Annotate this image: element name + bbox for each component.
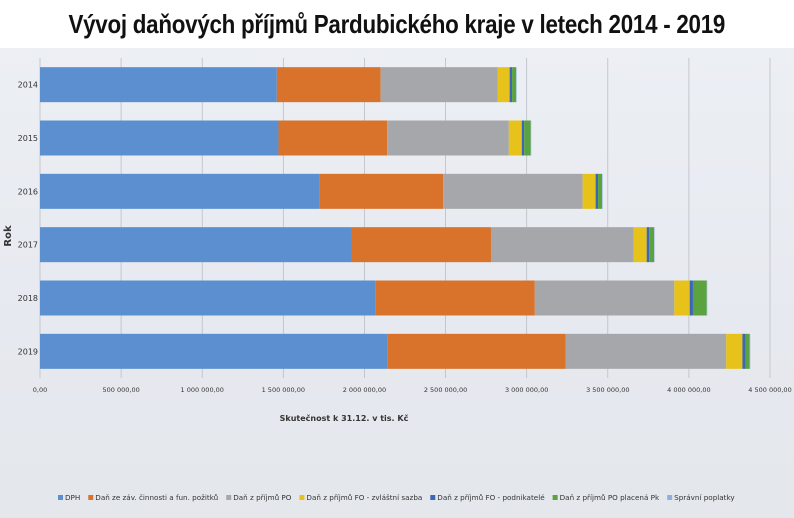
bar-segment <box>40 227 352 263</box>
bar-segment <box>490 227 634 263</box>
y-axis-label: Rok <box>3 225 14 247</box>
bar-segment <box>276 67 381 103</box>
bar-segment <box>692 280 707 316</box>
x-tick-label: 1 000 000,00 <box>181 386 224 394</box>
bar-segment <box>319 173 444 209</box>
legend-swatch <box>552 495 558 500</box>
bar-segment <box>726 333 743 369</box>
bar-segment <box>602 173 603 209</box>
bar-segment <box>706 280 708 316</box>
bars <box>40 67 751 369</box>
bar-segment <box>508 120 522 156</box>
x-tick-label: 3 500 000,00 <box>586 386 629 394</box>
bar-segment <box>674 280 690 316</box>
legend-swatch <box>58 495 63 500</box>
legend: DPH Daň ze záv. činnosti a fun. požitků Da… <box>58 493 735 502</box>
legend-swatch <box>88 495 94 500</box>
bar-segment <box>521 120 525 156</box>
bar-segment <box>351 227 491 263</box>
y-tick-label: 2019 <box>18 347 38 356</box>
x-axis-label: Skutečnost k 31.12. v tis. Kč <box>280 413 409 423</box>
title-bar: Vývoj daňových příjmů Pardubického kraje… <box>0 0 794 48</box>
bar-segment <box>742 333 746 369</box>
bar-segment <box>649 227 655 263</box>
bar-segment <box>40 333 388 369</box>
x-tick-label: 4 000 000,00 <box>667 386 710 394</box>
bar-segment <box>512 67 517 103</box>
bar-segment <box>516 67 517 103</box>
y-tick-label: 2014 <box>18 81 38 90</box>
x-tick-label: 3 000 000,00 <box>505 386 548 394</box>
bar-segment <box>565 333 727 369</box>
legend-swatch <box>667 495 673 500</box>
x-tick-label: 0,00 <box>33 386 47 394</box>
legend-item: Daň z příjmů FO - zvláštní sazba <box>306 493 422 502</box>
bar-segment <box>509 67 513 103</box>
y-tick-label: 2016 <box>18 187 38 196</box>
bar-segment <box>497 67 510 103</box>
bar-segment <box>40 67 277 103</box>
legend-item: Daň z příjmů PO <box>233 493 292 502</box>
page-title: Vývoj daňových příjmů Pardubického kraje… <box>68 8 726 39</box>
x-tick-label: 1 500 000,00 <box>262 386 305 394</box>
bar-segment <box>595 173 599 209</box>
y-tick-label: 2018 <box>18 294 38 303</box>
bar-segment <box>530 120 532 156</box>
x-tick-label: 4 500 000,00 <box>748 386 791 394</box>
y-tick-label: 2015 <box>18 134 38 143</box>
bar-segment <box>387 120 509 156</box>
legend-item: Daň z příjmů FO - podnikatelé <box>437 493 545 502</box>
bar-segment <box>40 120 279 156</box>
bar-segment <box>40 280 376 316</box>
gridlines <box>39 58 771 378</box>
y-tick-label: 2017 <box>18 241 38 250</box>
bar-segment <box>646 227 650 263</box>
bar-segment <box>524 120 531 156</box>
bar-segment <box>380 67 498 103</box>
legend-swatch <box>226 495 232 500</box>
x-tick-label: 500 000,00 <box>103 386 140 394</box>
bar-segment <box>375 280 535 316</box>
bar-segment <box>749 333 751 369</box>
x-tick-labels: 0,00 500 000,00 1 000 000,00 1 500 000,00 2 … <box>33 386 792 394</box>
stacked-bar-chart: 2014 2015 2016 2017 2018 2019 0,00 500 000,00 1… <box>3 58 792 502</box>
legend-swatch <box>430 495 436 500</box>
legend-swatch <box>299 495 305 500</box>
bar-segment <box>598 173 603 209</box>
x-tick-label: 2 500 000,00 <box>424 386 467 394</box>
bar-segment <box>745 333 750 369</box>
bar-segment <box>278 120 388 156</box>
bar-segment <box>443 173 583 209</box>
bar-segment <box>534 280 675 316</box>
bar-segment <box>689 280 693 316</box>
y-tick-labels: 2014 2015 2016 2017 2018 2019 <box>18 81 38 357</box>
legend-item: Správní poplatky <box>674 493 735 502</box>
bar-segment <box>582 173 596 209</box>
legend-item: DPH <box>65 493 80 502</box>
legend-item: Daň ze záv. činnosti a fun. požitků <box>95 493 218 502</box>
bar-segment <box>387 333 566 369</box>
bar-segment <box>633 227 647 263</box>
legend-item: Daň z příjmů PO placená Pk <box>560 493 660 502</box>
bar-segment <box>40 173 320 209</box>
bar-segment <box>654 227 655 263</box>
x-tick-label: 2 000 000,00 <box>343 386 386 394</box>
